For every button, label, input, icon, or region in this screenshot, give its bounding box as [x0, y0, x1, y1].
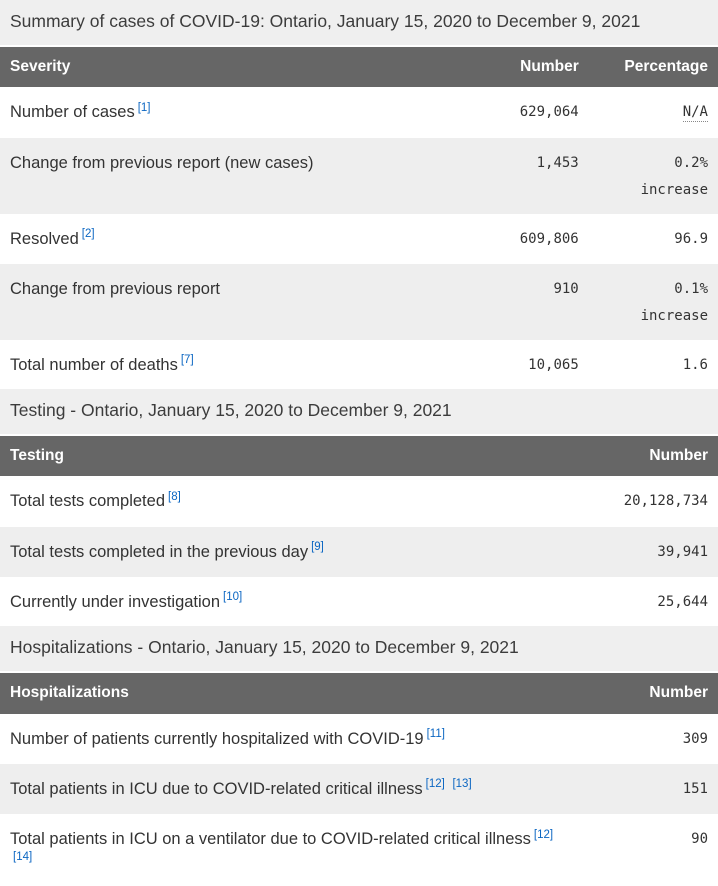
row-label: Resolved — [10, 229, 79, 248]
row-label-cell: Currently under investigation [10] — [0, 577, 585, 626]
row-number-cell: 910 — [553, 280, 579, 297]
table-row: Resolved [2] 609,806 96.9 — [0, 214, 718, 264]
section-caption: Hospitalizations - Ontario, January 15, … — [0, 626, 718, 671]
row-number-cell: 629,064 — [519, 104, 579, 121]
row-label-cell: Change from previous report (new cases) — [0, 138, 445, 214]
column-header-number: Number — [445, 44, 589, 88]
na-abbr: N/A — [682, 104, 708, 123]
row-number-cell: 1,453 — [536, 154, 579, 171]
table-section: Testing - Ontario, January 15, 2020 to D… — [0, 388, 718, 626]
table-header-row: Testing Number — [0, 433, 718, 477]
table-row: Change from previous report (new cases) 1… — [0, 137, 718, 214]
row-label-cell: Total patients in ICU due to COVID-relat… — [0, 764, 585, 814]
row-number-cell: 25,644 — [657, 593, 708, 610]
footnote-ref-link[interactable]: [12] — [425, 778, 445, 791]
table-header-row: Severity Number Percentage — [0, 44, 718, 88]
column-header-number: Number — [585, 433, 718, 477]
row-number-cell: 10,065 — [528, 356, 579, 373]
column-header-hospitalizations: Hospitalizations — [0, 670, 586, 714]
footnote-ref: [7] — [181, 354, 194, 366]
column-header-testing: Testing — [0, 433, 586, 477]
row-label-cell: Number of patients currently hospitalize… — [0, 714, 585, 764]
row-number-cell: 609,806 — [519, 230, 579, 247]
table-section: Hospitalizations - Ontario, January 15, … — [0, 626, 718, 886]
footnote-ref: [10] — [223, 591, 243, 604]
table-section: Summary of cases of COVID-19: Ontario, J… — [0, 0, 718, 389]
table-row: Total tests completed in the previous da… — [0, 526, 718, 577]
footnote-ref: [9] — [311, 541, 324, 553]
row-percentage-cell: 0.2% increase — [589, 138, 718, 214]
data-table: Testing Number Total tests completed [8] 20,… — [0, 433, 718, 626]
footnote-ref-link[interactable]: [2] — [81, 228, 95, 241]
table-row: Total tests completed [8] 20,128,734 — [0, 476, 718, 526]
row-label: Change from previous report — [10, 279, 221, 298]
percentage-value: 1.6 — [682, 356, 708, 373]
footnote-ref-link[interactable]: [11] — [426, 728, 445, 741]
row-number-cell: 151 — [682, 780, 708, 797]
row-label: Total tests completed in the previous da… — [10, 542, 309, 561]
row-label: Change from previous report (new cases) — [10, 153, 314, 172]
row-label: Total patients in ICU on a ventilator du… — [10, 830, 531, 849]
footnote-ref: [12] — [425, 778, 445, 791]
row-label: Total tests completed — [10, 492, 165, 511]
percentage-value: 0.1% — [674, 280, 708, 297]
table-row: Total number of deaths [7] 10,065 1.6 — [0, 340, 718, 389]
row-label-cell: Total tests completed [8] — [0, 476, 585, 526]
section-caption: Summary of cases of COVID-19: Ontario, J… — [0, 0, 718, 45]
table-header-row: Hospitalizations Number — [0, 670, 718, 714]
footnote-ref: [1] — [138, 102, 151, 114]
row-number-cell: 39,941 — [657, 543, 708, 560]
row-number-cell: 20,128,734 — [623, 493, 708, 510]
footnote-ref: [8] — [168, 491, 181, 503]
row-number-cell: 90 — [691, 831, 708, 848]
footnote-ref: [12] — [534, 829, 553, 841]
row-label-cell: Total tests completed in the previous da… — [0, 527, 585, 577]
footnote-ref-link[interactable]: [9] — [311, 541, 324, 554]
row-label-cell: Resolved [2] — [0, 214, 445, 264]
row-percentage-cell: 96.9 — [589, 214, 718, 264]
footnote-ref-link[interactable]: [14] — [13, 850, 33, 863]
footnote-ref-link[interactable]: [7] — [180, 354, 194, 367]
table-row: Currently under investigation [10] 25,644 — [0, 577, 718, 626]
column-header-number: Number — [585, 670, 718, 714]
data-table: Severity Number Percentage Number of cases[… — [0, 44, 718, 389]
data-table: Hospitalizations Number Number of patients… — [0, 670, 718, 886]
table-row: Number of cases [1] 629,064 N/A — [0, 87, 718, 137]
footnote-ref-link[interactable]: [13] — [452, 778, 472, 791]
row-label: Currently under investigation — [10, 592, 221, 611]
footnote-ref: [2] — [82, 228, 95, 240]
footnote-ref-link[interactable]: [12] — [533, 828, 554, 841]
table-row: Total patients in ICU due to COVID-relat… — [0, 763, 718, 815]
footnote-ref: [11] — [427, 728, 445, 740]
row-percentage-cell: 1.6 — [589, 340, 718, 389]
row-label-cell: Change from previous report — [0, 264, 445, 340]
table-row: Total patients in ICU on a ventilator du… — [0, 814, 718, 886]
footnote-ref-link[interactable]: [10] — [223, 591, 243, 604]
row-percentage-cell: N/A — [589, 87, 718, 137]
row-number-cell: 309 — [682, 730, 708, 747]
footnote-ref: [14] — [13, 851, 32, 863]
row-label: Total number of deaths — [10, 355, 178, 374]
table-row: Number of patients currently hospitalize… — [0, 714, 718, 764]
row-percentage-cell: 0.1% increase — [589, 264, 718, 340]
row-label-cell: Number of cases [1] — [0, 87, 445, 137]
row-label: Total patients in ICU due to COVID-relat… — [10, 779, 423, 798]
column-header-severity: Severity — [0, 44, 446, 88]
percentage-note: increase — [640, 307, 708, 324]
row-label-cell: Total patients in ICU on a ventilator du… — [0, 814, 585, 886]
section-caption: Testing - Ontario, January 15, 2020 to D… — [0, 388, 718, 434]
table-row: Change from previous report 910 0.1% increa… — [0, 263, 718, 340]
row-label-cell: Total number of deaths [7] — [0, 340, 445, 389]
percentage-value: 0.2% — [674, 154, 708, 171]
row-label: Number of cases — [10, 103, 135, 122]
footnote-ref: [13] — [452, 778, 472, 791]
percentage-note: increase — [640, 181, 708, 198]
column-header-percentage: Percentage — [588, 44, 718, 88]
percentage-value: 96.9 — [674, 230, 708, 247]
footnote-ref-link[interactable]: [1] — [137, 101, 151, 114]
footnote-ref-link[interactable]: [8] — [168, 490, 181, 503]
row-label: Number of patients currently hospitalize… — [10, 729, 424, 748]
